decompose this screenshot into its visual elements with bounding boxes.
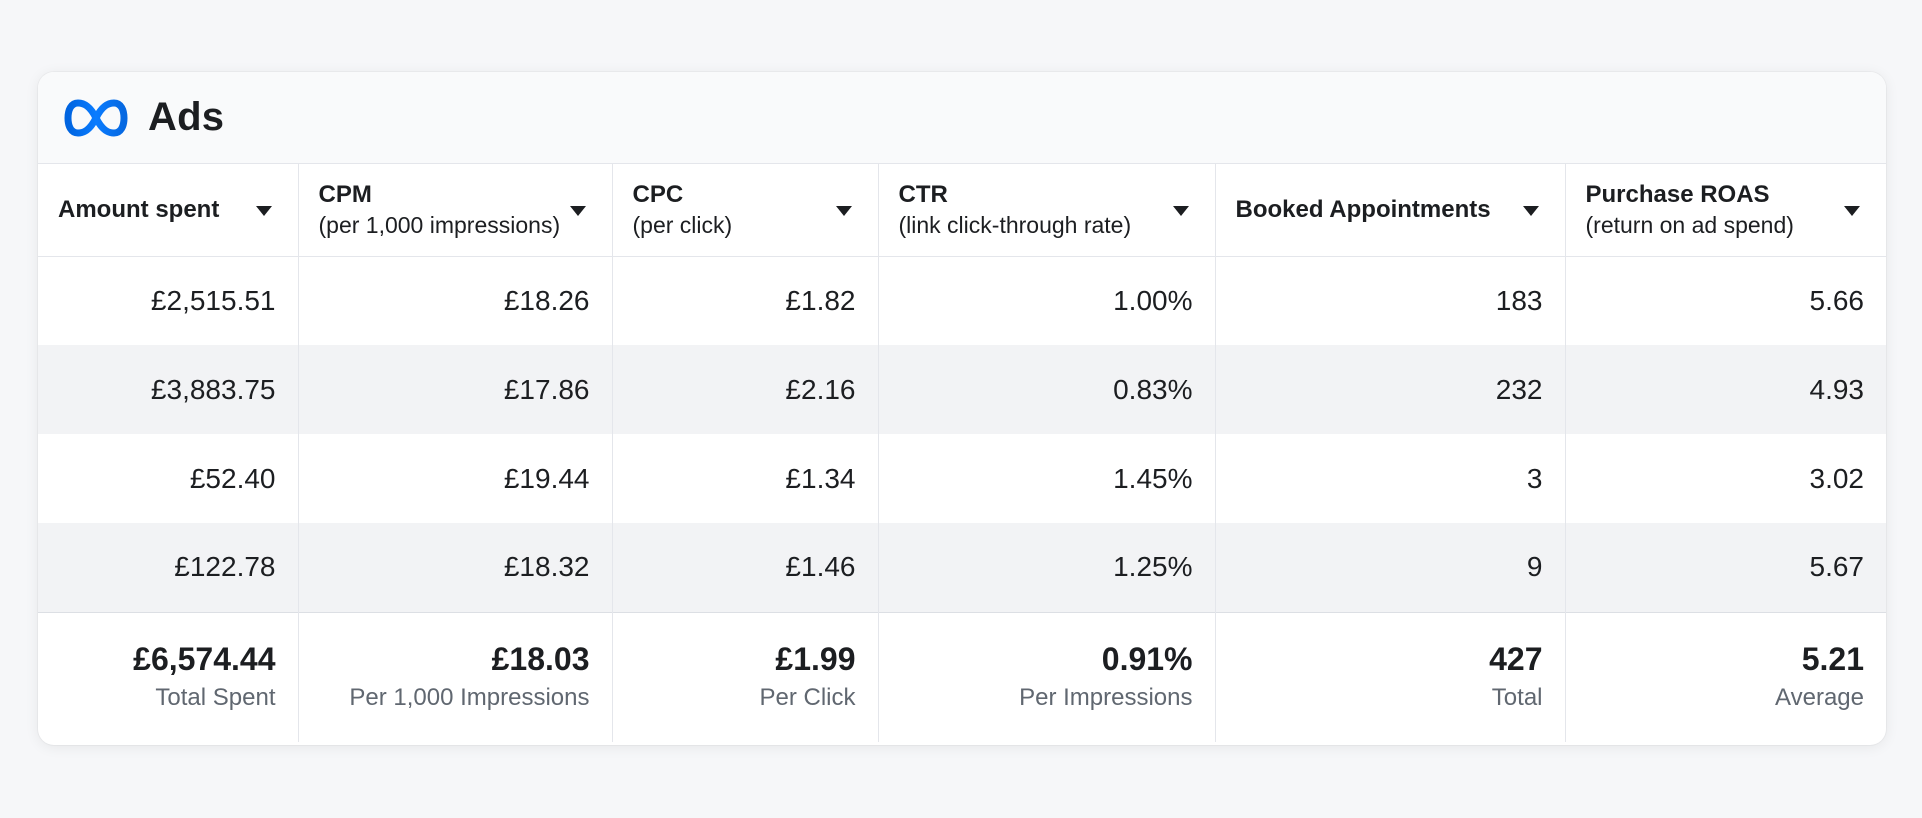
sort-caret-icon[interactable] — [569, 205, 586, 216]
column-title: Booked Appointments — [1235, 195, 1491, 223]
table-row: £52.40 £19.44 £1.34 1.45% 3 3.02 — [38, 434, 1886, 523]
total-booked-appointments: 427 Total — [1215, 611, 1566, 742]
sort-caret-icon[interactable] — [255, 205, 272, 216]
brand-title: Ads — [148, 95, 225, 139]
column-title: Amount spent — [58, 195, 220, 223]
cell-amount-spent: £52.40 — [38, 434, 299, 523]
cell-cpc: £1.34 — [612, 434, 879, 523]
cell-ctr: 1.00% — [878, 256, 1216, 345]
cell-ctr: 1.25% — [878, 523, 1216, 612]
total-label: Per 1,000 Impressions — [349, 684, 590, 712]
cell-cpc: £1.46 — [612, 523, 879, 612]
total-label: Per Impressions — [1019, 684, 1193, 712]
total-cpc: £1.99 Per Click — [612, 611, 879, 742]
column-subtitle: (return on ad spend) — [1585, 211, 1794, 238]
total-value: £6,574.44 — [133, 641, 276, 678]
cell-booked-appointments: 3 — [1215, 434, 1566, 523]
table-row: £3,883.75 £17.86 £2.16 0.83% 232 4.93 — [38, 345, 1886, 434]
metrics-table: Amount spent CPM (per 1,000 impressions)… — [38, 164, 1886, 742]
column-header-cpm[interactable]: CPM (per 1,000 impressions) — [298, 164, 613, 257]
total-value: £18.03 — [491, 641, 590, 678]
total-purchase-roas: 5.21 Average — [1565, 611, 1886, 742]
sort-caret-icon[interactable] — [1844, 205, 1860, 216]
total-label: Total Spent — [155, 684, 276, 712]
card-header: Ads — [38, 72, 1886, 164]
cell-amount-spent: £122.78 — [38, 523, 299, 612]
column-title: CPM — [318, 180, 372, 208]
total-amount-spent: £6,574.44 Total Spent — [38, 611, 299, 742]
cell-amount-spent: £3,883.75 — [38, 345, 299, 434]
cell-cpm: £17.86 — [298, 345, 613, 434]
ads-report-card: Ads Amount spent CPM (per 1,000 impressi… — [38, 72, 1886, 745]
column-header-amount-spent[interactable]: Amount spent — [38, 164, 299, 257]
column-header-cpc[interactable]: CPC (per click) — [612, 164, 879, 257]
total-value: £1.99 — [775, 641, 856, 678]
cell-purchase-roas: 4.93 — [1565, 345, 1886, 434]
column-header-booked-appointments[interactable]: Booked Appointments — [1215, 164, 1566, 257]
cell-purchase-roas: 5.66 — [1809, 284, 1865, 316]
total-label: Total — [1491, 684, 1543, 712]
cell-cpc: £1.82 — [612, 256, 879, 345]
cell-cpm: £19.44 — [298, 434, 613, 523]
cell-amount-spent: £2,515.51 — [38, 256, 299, 345]
sort-caret-icon[interactable] — [1172, 205, 1189, 216]
cell-ctr: 1.45% — [878, 434, 1216, 523]
totals-row: £6,574.44 Total Spent £18.03 Per 1,000 I… — [38, 611, 1886, 742]
total-label: Average — [1775, 684, 1864, 712]
cell-booked-appointments: 232 — [1215, 345, 1566, 434]
column-title: Purchase ROAS — [1585, 180, 1770, 208]
column-title: CPC — [632, 180, 684, 208]
total-value: 427 — [1489, 641, 1543, 678]
cell-booked-appointments: 9 — [1215, 523, 1566, 612]
column-header-purchase-roas[interactable]: Purchase ROAS (return on ad spend) — [1565, 164, 1886, 257]
column-subtitle: (link click-through rate) — [898, 211, 1132, 238]
cell-ctr: 0.83% — [878, 345, 1216, 434]
table-row: £2,515.51 £18.26 £1.82 1.00% 183 5.66 — [38, 256, 1886, 345]
cell-cpc: £2.16 — [612, 345, 879, 434]
header-row: Amount spent CPM (per 1,000 impressions)… — [38, 164, 1886, 257]
cell-booked-appointments: 183 — [1215, 256, 1566, 345]
cell-cpm: £18.32 — [298, 523, 613, 612]
column-header-ctr[interactable]: CTR (link click-through rate) — [878, 164, 1216, 257]
cell-purchase-roas: 5.67 — [1565, 523, 1886, 612]
sort-caret-icon[interactable] — [1522, 205, 1539, 216]
column-subtitle: (per click) — [632, 211, 733, 238]
total-value: 0.91% — [1101, 641, 1193, 678]
table-row: £122.78 £18.32 £1.46 1.25% 9 5.67 — [38, 523, 1886, 612]
cell-cpm: £18.26 — [298, 256, 613, 345]
meta-infinity-icon — [64, 99, 128, 136]
column-title: CTR — [898, 180, 948, 208]
total-label: Per Click — [759, 684, 856, 712]
total-ctr: 0.91% Per Impressions — [878, 611, 1216, 742]
column-subtitle: (per 1,000 impressions) — [318, 211, 561, 238]
cell-purchase-roas: 3.02 — [1809, 462, 1865, 494]
total-cpm: £18.03 Per 1,000 Impressions — [298, 611, 613, 742]
total-value: 5.21 — [1801, 641, 1864, 678]
sort-caret-icon[interactable] — [835, 205, 852, 216]
